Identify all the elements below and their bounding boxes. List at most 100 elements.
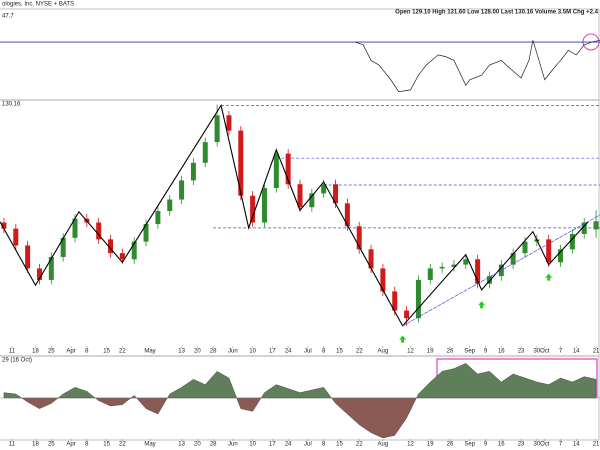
x-tick-label: 28: [210, 442, 217, 448]
candle-body: [167, 199, 173, 212]
candle-body: [119, 253, 125, 260]
x-tick-label: 28: [210, 349, 217, 355]
upper-line: [355, 39, 600, 93]
x-tick-label: 20: [194, 349, 201, 355]
x-tick-label: 19: [427, 442, 434, 448]
candle-body: [439, 266, 445, 269]
candle-body: [581, 222, 587, 234]
x-tick-label: Aug: [378, 442, 389, 448]
candle-body: [333, 184, 339, 204]
x-tick-label: 19: [427, 349, 434, 355]
x-tick-label: Sep: [464, 349, 475, 355]
candle-body: [321, 184, 327, 194]
x-tick-label: Jul: [304, 442, 312, 448]
candle-body: [356, 226, 362, 250]
candle-body: [60, 237, 66, 257]
x-tick-label: 7: [559, 349, 563, 355]
x-tick-label: 21: [593, 442, 600, 448]
candle-body: [36, 268, 42, 280]
x-tick-label: 15: [103, 349, 110, 355]
candle-body: [48, 256, 54, 280]
signal-arrow: [478, 301, 486, 309]
candle-body: [546, 239, 552, 263]
candle-body: [285, 153, 291, 185]
x-tick-label: 17: [269, 349, 276, 355]
oscillator-area: [3, 363, 597, 439]
trendline: [402, 214, 600, 327]
candle-body: [250, 195, 256, 223]
x-tick-label: 20: [194, 442, 201, 448]
candle-body: [427, 268, 433, 280]
candle-body: [510, 253, 516, 265]
x-tick-label: Sep: [464, 442, 475, 448]
x-tick-label: 14: [573, 442, 580, 448]
x-tick-label: 10: [249, 349, 256, 355]
x-tick-label: 21: [593, 349, 600, 355]
x-tick-label: Oct: [540, 442, 550, 448]
x-tick-label: 25: [48, 442, 55, 448]
x-tick-label: 30: [533, 442, 540, 448]
x-tick-label: May: [144, 349, 155, 355]
x-tick-label: 15: [336, 442, 343, 448]
candle-body: [238, 130, 244, 196]
x-tick-label: 24: [285, 349, 292, 355]
x-tick-label: 25: [48, 349, 55, 355]
x-tick-label: 9: [484, 442, 488, 448]
signal-arrow: [399, 335, 407, 343]
candle-body: [344, 203, 350, 227]
candle-body: [404, 310, 410, 319]
candle-body: [368, 249, 374, 269]
symbol: ologies, Inc. NYSE + BATS: [2, 2, 74, 8]
candle-body: [226, 115, 232, 131]
upper-label: 47.7: [2, 14, 14, 20]
x-tick-label: Apr: [66, 349, 75, 355]
x-tick-label: 18: [32, 349, 39, 355]
candle-body: [131, 241, 137, 260]
x-tick-label: May: [144, 442, 155, 448]
candle-body: [72, 218, 78, 238]
x-tick-label: 17: [269, 442, 276, 448]
x-tick-label: 22: [119, 442, 126, 448]
candle-body: [25, 245, 31, 269]
candle-body: [486, 276, 492, 284]
x-tick-label: 23: [518, 442, 525, 448]
candle-body: [522, 241, 528, 254]
x-tick-label: 30: [533, 349, 540, 355]
x-tick-label: 12: [407, 349, 414, 355]
candle-body: [155, 211, 161, 225]
candle-body: [558, 249, 564, 263]
candle-body: [202, 142, 208, 163]
quote: Open 129.10 High 131.60 Low 128.00 Last …: [395, 10, 598, 16]
x-tick-label: 24: [285, 442, 292, 448]
candle-body: [190, 162, 196, 181]
candle-body: [13, 228, 19, 246]
candle-body: [179, 180, 185, 200]
x-tick-label: 7: [559, 442, 563, 448]
x-tick-label: Oct: [540, 349, 550, 355]
x-tick-label: 8: [322, 442, 326, 448]
x-tick-label: 26: [447, 349, 454, 355]
x-tick-label: Apr: [66, 442, 75, 448]
candle-body: [297, 184, 303, 208]
x-tick-label: Jun: [228, 442, 238, 448]
x-tick-label: 16: [498, 442, 505, 448]
x-tick-label: 13: [178, 442, 185, 448]
candle-body: [214, 115, 220, 143]
x-tick-label: 8: [85, 442, 89, 448]
candle-body: [451, 264, 457, 267]
x-tick-label: 16: [498, 349, 505, 355]
zigzag: [0, 103, 589, 327]
x-tick-label: 15: [103, 442, 110, 448]
candle-body: [1, 222, 7, 229]
lower-label: 29 (16 Oct): [2, 358, 32, 364]
x-tick-label: 12: [407, 442, 414, 448]
candle-body: [309, 193, 315, 208]
candle-body: [143, 224, 149, 242]
candle-body: [593, 221, 599, 230]
x-tick-label: 23: [518, 349, 525, 355]
last-label: 130.16: [2, 102, 21, 108]
x-tick-label: 22: [119, 349, 126, 355]
x-tick-label: 14: [573, 349, 580, 355]
x-tick-label: Jul: [304, 349, 312, 355]
candle-body: [463, 259, 469, 265]
